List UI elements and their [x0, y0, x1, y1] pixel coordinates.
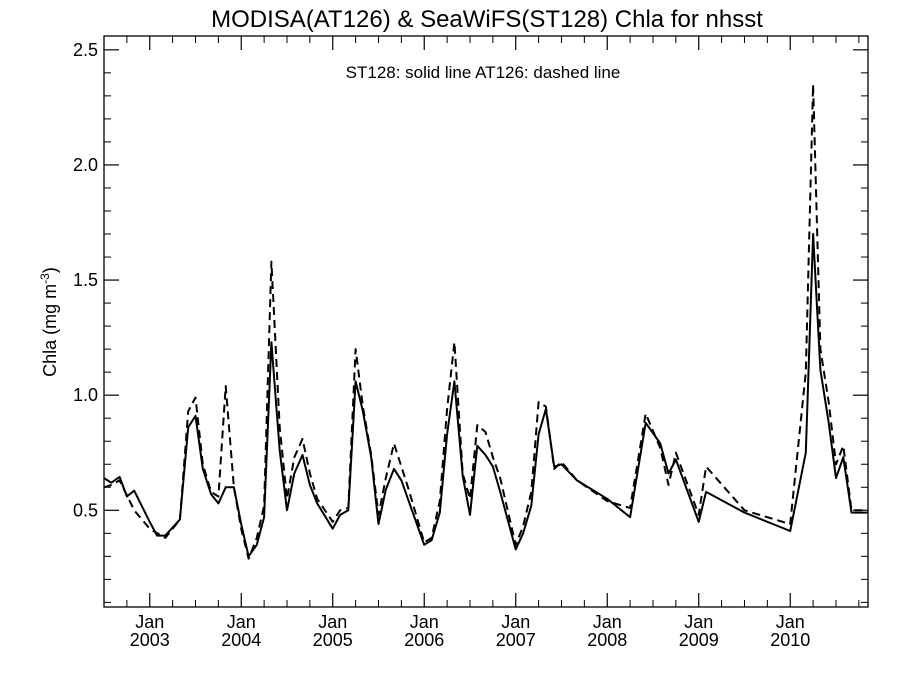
x-tick-year-label: 2009 [679, 630, 719, 650]
x-tick-year-label: 2008 [587, 630, 627, 650]
x-tick-year-label: 2005 [313, 630, 353, 650]
x-tick-month-label: Jan [776, 612, 805, 632]
series-group [103, 83, 868, 560]
x-tick-year-label: 2004 [221, 630, 261, 650]
y-axis-label: Chla (mg m-3) [38, 267, 60, 377]
x-tick-month-label: Jan [227, 612, 256, 632]
x-tick-year-label: 2007 [496, 630, 536, 650]
x-tick-year-label: 2003 [130, 630, 170, 650]
y-tick-label: 2.0 [73, 155, 98, 175]
y-axis-label-close: ) [40, 267, 60, 273]
x-tick-month-label: Jan [684, 612, 713, 632]
legend-annotation: ST128: solid line AT126: dashed line [346, 63, 621, 82]
y-tick-label: 2.5 [73, 40, 98, 60]
x-tick-month-label: Jan [501, 612, 530, 632]
series-line-st128 [103, 233, 868, 558]
x-tick-month-label: Jan [318, 612, 347, 632]
x-tick-year-label: 2006 [404, 630, 444, 650]
y-tick-label: 1.0 [73, 385, 98, 405]
y-tick-label: 1.5 [73, 270, 98, 290]
y-tick-label: 0.5 [73, 500, 98, 520]
y-axis-label-superscript: -3 [38, 273, 52, 284]
series-line-at126 [103, 83, 868, 560]
x-tick-month-label: Jan [593, 612, 622, 632]
chart-title: MODISA(AT126) & SeaWiFS(ST128) Chla for … [211, 6, 763, 33]
y-axis-label-main: Chla (mg m [40, 284, 60, 377]
axes-group: 0.51.01.52.02.5Jan2003Jan2004Jan2005Jan2… [73, 36, 868, 650]
x-tick-month-label: Jan [135, 612, 164, 632]
x-tick-year-label: 2010 [770, 630, 810, 650]
x-tick-month-label: Jan [410, 612, 439, 632]
plot-frame [103, 35, 869, 608]
